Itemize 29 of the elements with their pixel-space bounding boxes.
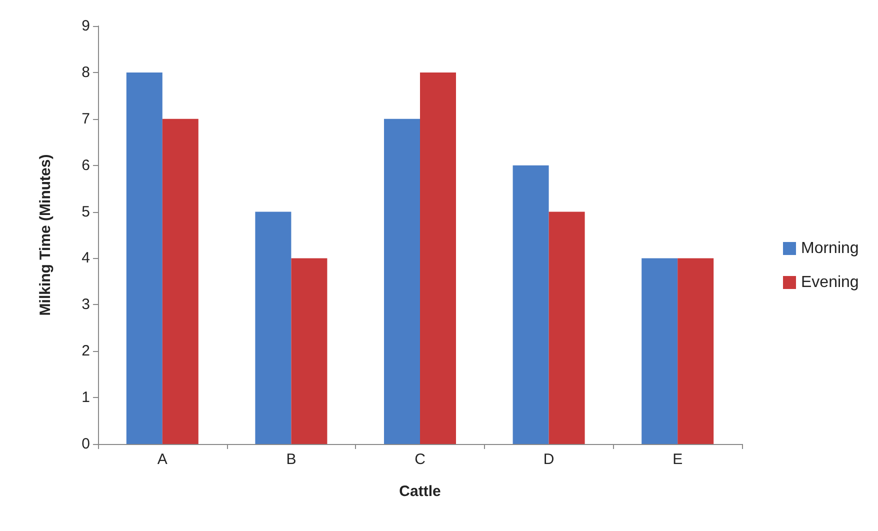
bar: [126, 72, 162, 444]
y-axis-title: Milking Time (Minutes): [37, 154, 54, 316]
y-tick-label: 1: [82, 389, 90, 406]
y-tick-label: 0: [82, 436, 90, 452]
bar: [291, 258, 328, 444]
bar: [678, 258, 714, 444]
x-tick-label: B: [286, 451, 296, 468]
bar: [255, 212, 292, 444]
y-tick-label: 2: [82, 342, 90, 360]
bar: [642, 258, 678, 444]
x-tick-label: D: [543, 451, 554, 468]
y-tick-label: 8: [82, 64, 90, 81]
y-tick-label: 5: [82, 203, 90, 220]
y-tick-label: 6: [82, 156, 90, 174]
y-tick-label: 7: [82, 110, 90, 128]
legend-label: Evening: [801, 274, 859, 291]
legend-label: Morning: [801, 240, 859, 257]
x-axis-title: Cattle: [399, 483, 441, 500]
x-tick-label: C: [414, 451, 426, 468]
bar: [162, 118, 198, 444]
y-tick-label: 3: [82, 296, 90, 314]
bar: [420, 72, 456, 444]
x-tick-label: A: [157, 451, 168, 468]
x-tick-label: E: [672, 451, 683, 468]
bar: [384, 118, 420, 444]
y-tick-label: 9: [82, 18, 90, 34]
bar: [548, 212, 585, 444]
bar: [512, 165, 549, 444]
y-tick-label: 4: [82, 250, 90, 267]
